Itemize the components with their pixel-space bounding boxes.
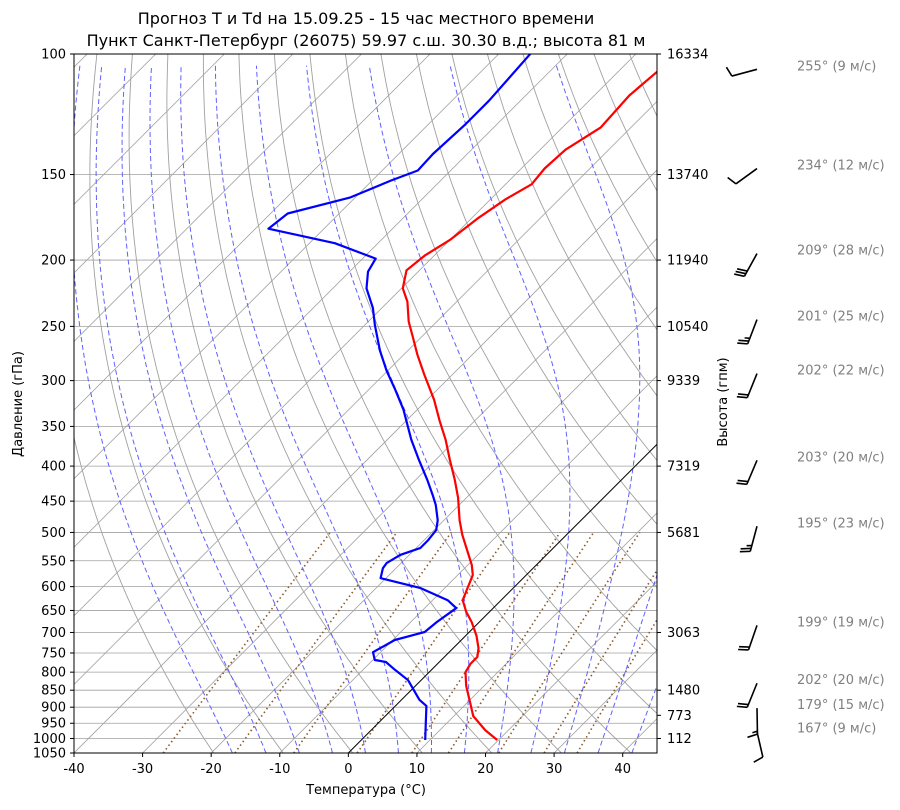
height-tick-label: 112	[667, 732, 692, 747]
x-tick-label: -10	[269, 762, 290, 777]
wind-barbs: 255° (9 м/с) 234° (12 м/с) 209° (28 м/с) 20…	[726, 59, 884, 762]
height-tick-label: 9339	[667, 374, 700, 389]
y-tick-label: 900	[41, 701, 66, 716]
moist-adiabat	[96, 66, 266, 753]
moist-adiabat	[307, 66, 469, 753]
y-axis-label: Давление (гПа)	[11, 351, 26, 457]
y-tick-label: 450	[41, 495, 66, 510]
wind-label: 201° (25 м/с)	[797, 310, 885, 325]
mixing-ratio-line	[357, 532, 510, 753]
plot-frame	[74, 54, 657, 753]
mixing-ratio-line	[544, 532, 681, 753]
y-tick-label: 1050	[33, 747, 66, 762]
height-tick-label: 3063	[667, 626, 700, 641]
y-tick-label: 1000	[33, 732, 66, 747]
wind-label: 209° (28 м/с)	[797, 244, 885, 259]
wind-barb	[734, 254, 757, 277]
y-tick-label: 200	[41, 254, 66, 269]
isotherm-line	[74, 54, 773, 753]
moist-adiabat	[122, 66, 299, 753]
y-tick-label: 100	[41, 48, 66, 63]
dry-adiabat	[345, 54, 770, 753]
wind-barb	[737, 320, 757, 344]
y-tick-label: 550	[41, 554, 66, 569]
wind-barb	[754, 732, 763, 763]
mixing-ratio-line	[163, 532, 330, 753]
dry-adiabat	[381, 54, 840, 753]
y-tick-label: 750	[41, 646, 66, 661]
wind-label: 234° (12 м/с)	[797, 159, 885, 174]
series-td	[268, 54, 530, 740]
wind-label: 179° (15 м/с)	[797, 698, 885, 713]
y-tick-label: 350	[41, 420, 66, 435]
height-tick-label: 7319	[667, 460, 700, 475]
moist-adiabat	[369, 66, 514, 753]
y-tick-label: 150	[41, 168, 66, 183]
y-tick-label: 250	[41, 320, 66, 335]
height-tick-label: 1480	[667, 684, 700, 699]
background-lines	[0, 54, 900, 753]
wind-barb	[738, 625, 757, 650]
x-tick-label: 40	[614, 762, 631, 777]
x-tick-label: 30	[546, 762, 563, 777]
y-tick-label: 850	[41, 684, 66, 699]
y-tick-label: 700	[41, 626, 66, 641]
isotherm-line	[0, 54, 224, 753]
isotherm-line	[5, 54, 704, 753]
y-tick-label: 600	[41, 580, 66, 595]
x-tick-label: 20	[477, 762, 494, 777]
isotherm-line	[0, 54, 636, 753]
y-tick-label: 650	[41, 604, 66, 619]
dry-adiabat	[129, 54, 353, 753]
wind-label: 255° (9 м/с)	[797, 59, 876, 74]
height-tick-label: 11940	[667, 254, 708, 269]
wind-barb	[736, 460, 757, 484]
wind-label: 202° (20 м/с)	[797, 673, 885, 688]
mixing-ratio-line	[294, 532, 452, 753]
height-tick-label: 13740	[667, 168, 708, 183]
series-t	[403, 54, 674, 740]
y2-axis-label: Высота (гпм)	[716, 357, 731, 446]
y-tick-label: 400	[41, 460, 66, 475]
wind-label: 195° (23 м/с)	[797, 516, 885, 531]
wind-barb	[748, 708, 758, 737]
dry-adiabat	[167, 54, 422, 753]
chart-title-line-2: Пункт Санкт-Петербург (26075) 59.97 с.ш.…	[87, 31, 646, 50]
x-tick-label: -20	[201, 762, 222, 777]
y-tick-label: 950	[41, 717, 66, 732]
wind-barb	[737, 683, 757, 707]
dry-adiabat	[310, 54, 701, 753]
x-tick-label: -30	[132, 762, 153, 777]
y-tick-label: 300	[41, 374, 66, 389]
x-tick-label: -40	[63, 762, 84, 777]
height-tick-label: 10540	[667, 320, 708, 335]
mixing-ratio-line	[412, 532, 560, 753]
y-tick-label: 800	[41, 666, 66, 681]
axes: 1001502002503003504004505005506006507007…	[33, 48, 708, 778]
wind-label: 203° (20 м/с)	[797, 450, 885, 465]
x-tick-label: 10	[409, 762, 426, 777]
y-tick-label: 500	[41, 526, 66, 541]
moist-adiabat	[215, 66, 398, 753]
height-tick-label: 16334	[667, 48, 708, 63]
wind-barb	[728, 169, 757, 184]
wind-label: 167° (9 м/с)	[797, 722, 876, 737]
dry-adiabat	[203, 54, 492, 753]
x-axis-label: Температура (°C)	[305, 783, 426, 798]
moist-adiabat	[556, 66, 639, 753]
wind-label: 199° (19 м/с)	[797, 615, 885, 630]
dewpoint-line	[268, 54, 530, 740]
moist-adiabat	[72, 66, 233, 753]
temperature-line	[403, 54, 674, 740]
x-tick-label: 0	[344, 762, 352, 777]
profiles	[268, 54, 673, 740]
wind-barb	[737, 374, 757, 398]
wind-label: 202° (22 м/с)	[797, 364, 885, 379]
chart-title-line-1: Прогноз T и Td на 15.09.25 - 15 час мест…	[138, 9, 594, 28]
height-tick-label: 5681	[667, 526, 700, 541]
height-tick-label: 773	[667, 709, 692, 724]
wind-barb	[740, 526, 757, 551]
wind-barb	[726, 67, 757, 76]
